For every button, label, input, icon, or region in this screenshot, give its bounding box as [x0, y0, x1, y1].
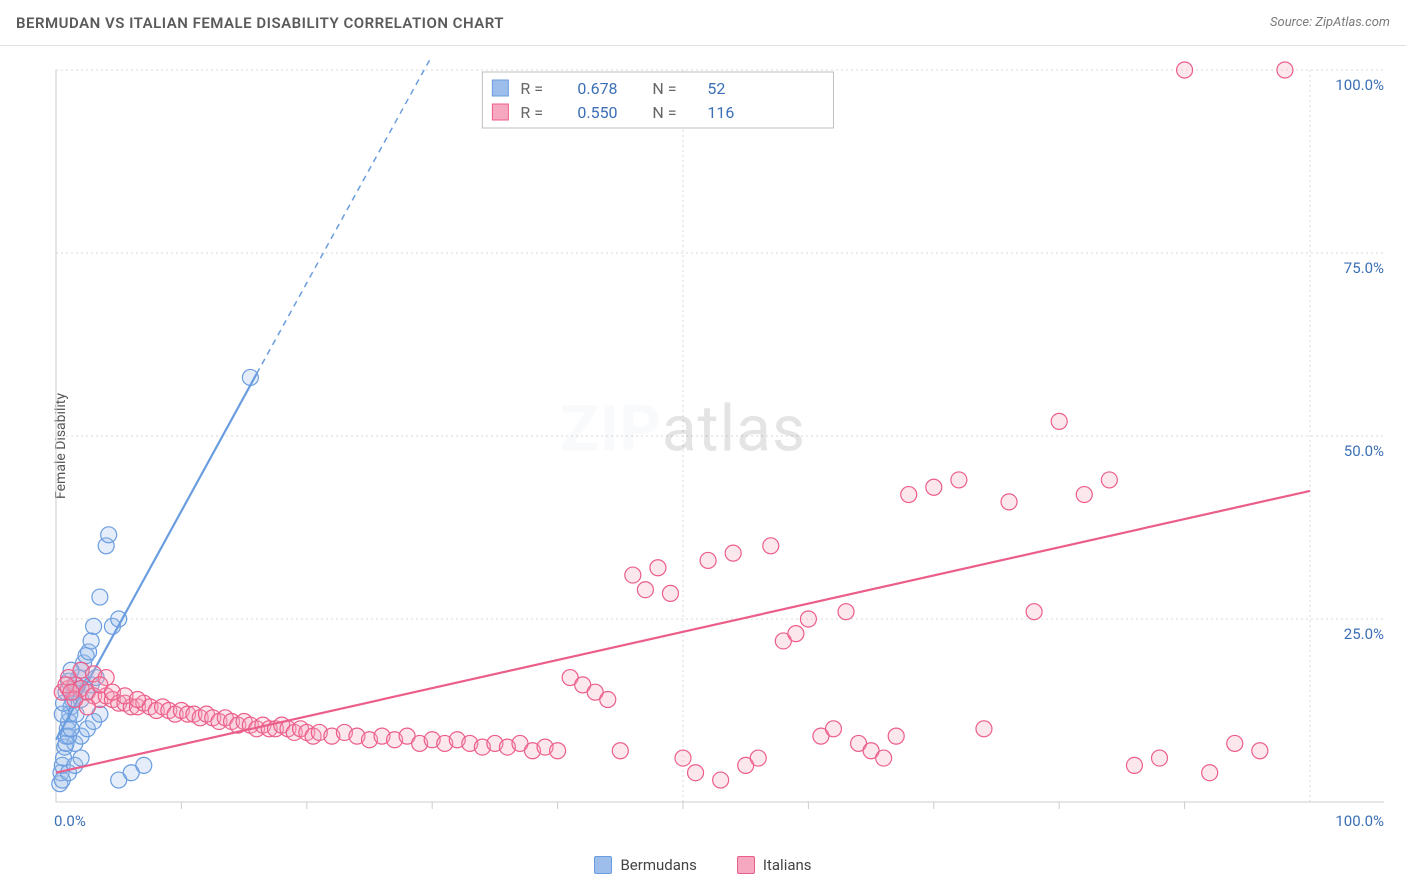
scatter-plot: 25.0% 50.0% 75.0% 100.0% 0.0% 100.0% ZIPatlas R… [50, 60, 1390, 832]
legend-swatch [737, 856, 755, 874]
legend-item: Italians [737, 856, 812, 874]
svg-text:116: 116 [707, 103, 734, 122]
svg-text:75.0%: 75.0% [1344, 259, 1384, 277]
svg-text:R =: R = [520, 79, 543, 98]
svg-text:25.0%: 25.0% [1344, 625, 1384, 643]
svg-text:52: 52 [707, 79, 725, 98]
svg-text:N =: N = [652, 79, 676, 98]
svg-text:0.0%: 0.0% [54, 812, 86, 830]
svg-text:50.0%: 50.0% [1344, 442, 1384, 460]
chart-header: BERMUDAN VS ITALIAN FEMALE DISABILITY CO… [0, 0, 1406, 46]
chart-area: 25.0% 50.0% 75.0% 100.0% 0.0% 100.0% ZIPatlas R… [50, 60, 1390, 832]
svg-text:ZIPatlas: ZIPatlas [560, 392, 806, 467]
svg-text:100.0%: 100.0% [1335, 812, 1384, 830]
svg-text:0.678: 0.678 [577, 79, 617, 98]
legend-label: Italians [763, 856, 812, 874]
legend-label: Bermudans [620, 856, 696, 874]
bottom-legend: Bermudans Italians [0, 856, 1406, 874]
svg-text:100.0%: 100.0% [1335, 76, 1384, 94]
svg-text:N =: N = [652, 103, 676, 122]
svg-text:0.550: 0.550 [577, 103, 617, 122]
chart-title: BERMUDAN VS ITALIAN FEMALE DISABILITY CO… [16, 14, 504, 32]
legend-swatch [594, 856, 612, 874]
svg-text:R =: R = [520, 103, 543, 122]
chart-source: Source: ZipAtlas.com [1270, 15, 1390, 30]
legend-item: Bermudans [594, 856, 696, 874]
